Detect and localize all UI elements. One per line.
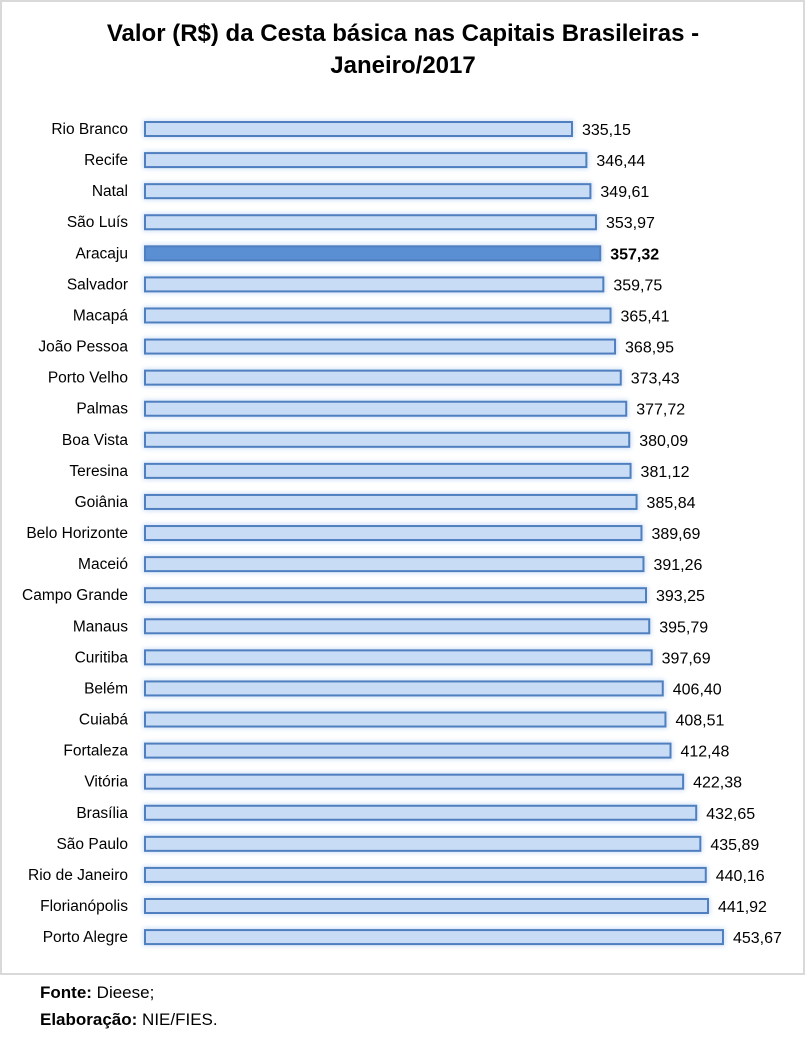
bar-18 <box>144 680 664 697</box>
bar-24 <box>144 866 707 883</box>
data-label: 365,41 <box>621 308 670 325</box>
bar-25 <box>144 898 710 914</box>
category-label: Aracaju <box>75 245 128 262</box>
data-label: 377,72 <box>636 402 685 419</box>
chart-frame <box>0 0 805 975</box>
credits-value: NIE/FIES. <box>137 1010 218 1029</box>
bar-19 <box>144 711 667 728</box>
chart-title: Valor (R$) da Cesta básica nas Capitais … <box>0 18 806 82</box>
category-label: Belo Horizonte <box>26 525 128 542</box>
data-label: 357,32 <box>610 246 659 263</box>
category-label: Maceió <box>78 556 128 573</box>
data-label: 393,25 <box>656 588 705 605</box>
category-label: São Paulo <box>56 836 128 853</box>
data-label: 353,97 <box>606 215 655 232</box>
bar-17 <box>144 649 653 666</box>
bar-21 <box>144 773 685 790</box>
category-label: Macapá <box>73 307 129 324</box>
data-label: 395,79 <box>659 619 708 636</box>
bar-chart: Rio Branco 335,15 Recife 346,44 Natal 349,61 S… <box>22 120 782 947</box>
data-label: 453,67 <box>733 930 782 947</box>
bar-13 <box>144 525 643 542</box>
category-label: Palmas <box>76 401 128 418</box>
data-label: 406,40 <box>673 681 722 698</box>
data-label: 349,61 <box>600 184 649 201</box>
bar-20 <box>144 742 672 759</box>
data-label: 408,51 <box>675 713 724 730</box>
title-line-2: Janeiro/2017 <box>330 52 476 79</box>
category-label: Porto Alegre <box>43 929 128 946</box>
data-label: 335,15 <box>582 122 631 139</box>
category-label: Fortaleza <box>63 743 128 760</box>
data-label: 389,69 <box>651 526 700 543</box>
category-label: Boa Vista <box>62 432 128 449</box>
bar-22 <box>144 804 698 821</box>
bar-15 <box>144 587 648 604</box>
category-label: Salvador <box>67 276 128 293</box>
bar-7 <box>144 338 617 355</box>
category-label: Rio de Janeiro <box>28 867 128 884</box>
bar-3 <box>144 214 597 231</box>
category-label: João Pessoa <box>38 339 128 356</box>
bar-14 <box>144 556 645 573</box>
category-label: Goiânia <box>75 494 129 511</box>
bar-8 <box>144 369 622 386</box>
category-label: Florianópolis <box>40 898 128 915</box>
category-label: São Luís <box>67 214 128 231</box>
bar-1 <box>144 152 588 169</box>
bar-0 <box>144 121 573 137</box>
category-label: Rio Branco <box>51 121 128 138</box>
source-label: Fonte: <box>40 983 92 1002</box>
category-label: Cuiabá <box>79 712 128 729</box>
data-label: 381,12 <box>641 464 690 481</box>
category-label: Curitiba <box>75 649 129 666</box>
category-label: Teresina <box>69 463 128 480</box>
category-label: Natal <box>92 183 128 200</box>
category-label: Campo Grande <box>22 587 128 604</box>
bar-12 <box>144 493 638 510</box>
bar-16 <box>144 618 651 635</box>
category-label: Recife <box>84 152 128 169</box>
bar-10 <box>144 431 631 448</box>
bar-6 <box>144 307 612 324</box>
data-label: 346,44 <box>596 153 645 170</box>
data-label: 441,92 <box>718 899 767 916</box>
title-line-1: Valor (R$) da Cesta básica nas Capitais … <box>106 20 700 47</box>
category-label: Vitória <box>84 774 128 791</box>
source-note: Fonte: Dieese; <box>40 983 154 1003</box>
data-label: 380,09 <box>639 433 688 450</box>
bar-2 <box>144 183 592 200</box>
bar-26 <box>144 929 724 946</box>
source-value: Dieese; <box>91 983 155 1002</box>
data-label: 368,95 <box>625 340 674 357</box>
data-label: 397,69 <box>662 650 711 667</box>
category-label: Manaus <box>73 618 128 635</box>
data-label: 385,84 <box>647 495 696 512</box>
category-label: Belém <box>84 680 128 697</box>
bar-23 <box>144 835 702 852</box>
bar-11 <box>144 462 632 479</box>
data-label: 391,26 <box>653 557 702 574</box>
credits-note: Elaboração: NIE/FIES. <box>40 1010 218 1030</box>
bar-9 <box>144 400 628 417</box>
credits-label: Elaboração: <box>40 1010 138 1029</box>
data-label: 412,48 <box>680 744 729 761</box>
bar-5 <box>144 276 605 293</box>
data-label: 435,89 <box>710 837 759 854</box>
category-label: Porto Velho <box>48 370 128 387</box>
category-label: Brasília <box>76 805 128 822</box>
data-label: 359,75 <box>613 277 662 294</box>
data-label: 440,16 <box>716 868 765 885</box>
data-label: 432,65 <box>706 806 755 823</box>
bar-4 <box>144 245 602 262</box>
data-label: 373,43 <box>631 371 680 388</box>
data-label: 422,38 <box>693 775 742 792</box>
